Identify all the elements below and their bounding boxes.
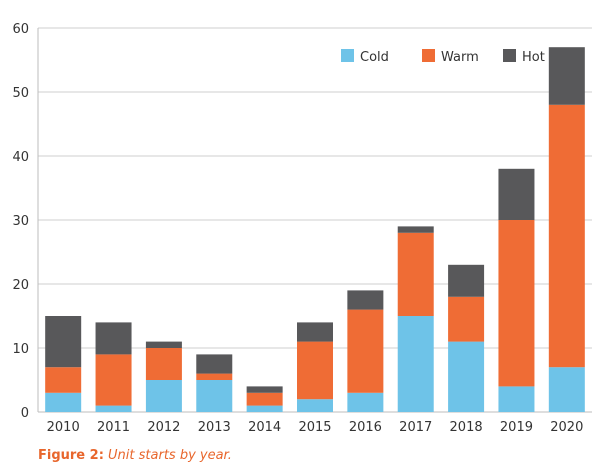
x-tick-label: 2012 (147, 420, 180, 435)
x-tick-label: 2019 (500, 420, 533, 435)
y-tick-label: 10 (12, 342, 29, 357)
bar-segment-hot (448, 264, 485, 297)
figure-caption: Figure 2: Unit starts by year. (38, 448, 232, 463)
bar-segment-warm (548, 104, 585, 368)
x-tick-label: 2016 (349, 420, 382, 435)
bar-segment-warm (145, 348, 182, 380)
bar-segment-hot (246, 386, 283, 393)
bar-segment-cold (548, 367, 585, 412)
bar-segment-warm (397, 232, 434, 316)
bar-segment-warm (95, 354, 132, 406)
legend-label-hot: Hot (522, 50, 545, 65)
legend: Cold Warm Hot (341, 49, 545, 65)
legend-label-warm: Warm (441, 50, 479, 65)
bar-segment-warm (45, 367, 82, 393)
bar-segment-warm (196, 373, 233, 380)
bar-segment-hot (548, 47, 585, 105)
bar-segment-hot (297, 322, 333, 342)
bar-segment-warm (448, 296, 485, 342)
x-tick-label: 2018 (450, 420, 483, 435)
bar-segment-cold (448, 341, 485, 412)
x-tick-label: 2013 (198, 420, 231, 435)
caption-text: Unit starts by year. (108, 448, 232, 463)
bar-segment-hot (196, 354, 233, 374)
bar-segment-hot (45, 316, 82, 368)
bar-segment-cold (246, 405, 283, 412)
bar-segment-cold (297, 399, 333, 412)
bar-segment-warm (297, 341, 333, 400)
x-tick-label: 2020 (550, 420, 583, 435)
bar-segment-cold (145, 380, 182, 412)
legend-swatch-warm (422, 49, 435, 62)
bar-segment-hot (498, 168, 535, 220)
y-tick-label: 60 (12, 22, 29, 37)
bar-segment-warm (347, 309, 384, 393)
bar-segment-hot (95, 322, 132, 355)
legend-label-cold: Cold (360, 50, 389, 65)
bar-segment-cold (498, 386, 535, 412)
legend-swatch-hot (503, 49, 516, 62)
x-tick-label: 2014 (248, 420, 281, 435)
bar-segment-cold (347, 392, 384, 412)
y-tick-label: 50 (12, 86, 29, 101)
bar-segment-cold (397, 316, 434, 412)
y-tick-label: 30 (12, 214, 29, 229)
caption-label: Figure 2: (38, 448, 104, 463)
bar-segment-cold (45, 392, 82, 412)
x-tick-label: 2015 (298, 420, 331, 435)
y-tick-label: 20 (12, 278, 29, 293)
bar-segment-warm (246, 392, 283, 406)
x-axis: 2010 2011 2012 2013 2014 2015 2016 2017 2018 2019… (47, 420, 584, 435)
bars (45, 47, 585, 412)
bar-segment-hot (145, 341, 182, 348)
x-tick-label: 2010 (47, 420, 80, 435)
x-tick-label: 2011 (97, 420, 130, 435)
x-tick-label: 2017 (399, 420, 432, 435)
bar-segment-hot (347, 290, 384, 310)
bar-segment-cold (196, 380, 233, 412)
y-tick-label: 0 (21, 406, 29, 421)
bar-segment-hot (397, 226, 434, 233)
bar-segment-warm (498, 220, 535, 387)
bar-segment-cold (95, 405, 132, 412)
y-tick-label: 40 (12, 150, 29, 165)
legend-swatch-cold (341, 49, 354, 62)
